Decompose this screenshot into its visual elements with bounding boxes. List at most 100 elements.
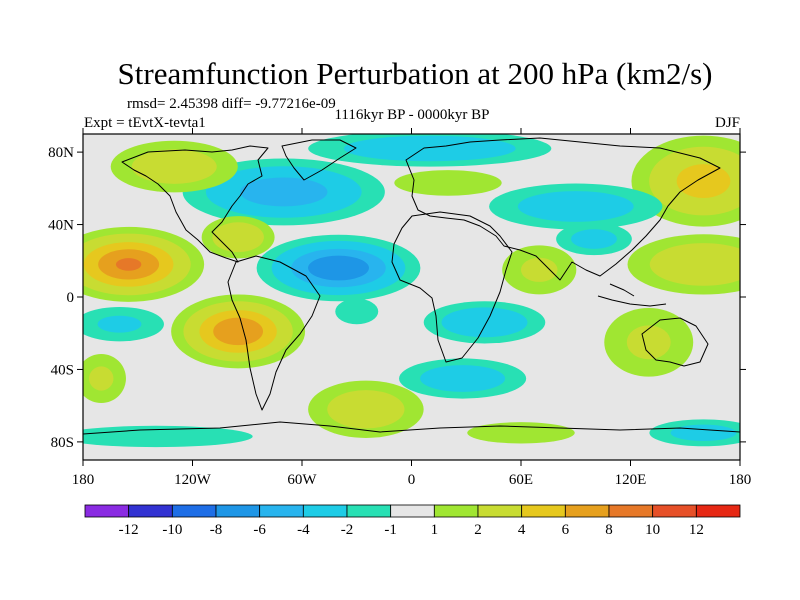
contour-band xyxy=(335,298,379,325)
anomaly-16 xyxy=(83,307,164,342)
colorbar-swatch xyxy=(302,504,348,518)
colorbar-swatch xyxy=(564,504,610,518)
x-tick-label: 60W xyxy=(287,472,317,488)
colorbar-swatch xyxy=(171,504,217,518)
contour-band xyxy=(327,390,405,429)
contour-band xyxy=(570,229,618,249)
colorbar-label: 6 xyxy=(562,522,570,538)
coastline-australia xyxy=(641,317,709,367)
colorbar-swatch xyxy=(695,504,741,518)
x-tick-label: 120E xyxy=(615,472,647,488)
contour-band xyxy=(394,170,502,196)
map-axes: 180 120W 60W 0 60E 120E 180 80N 40N 0 40S 80S xyxy=(48,128,751,488)
contour-band xyxy=(676,164,731,199)
y-tick-label: 80S xyxy=(51,435,74,451)
anomaly-4 xyxy=(201,216,275,259)
colorbar-label: 2 xyxy=(474,522,482,538)
colorbar-label: -10 xyxy=(162,522,182,538)
contour-band xyxy=(626,325,671,360)
contour-band xyxy=(308,255,369,281)
coastline-antarctica xyxy=(83,421,740,435)
colorbar-swatch xyxy=(346,504,392,518)
anomaly-17 xyxy=(83,353,126,404)
contour-band xyxy=(240,177,328,207)
anomaly-10 xyxy=(627,234,740,295)
chart-title: Streamfunction Perturbation at 200 hPa (… xyxy=(118,56,713,91)
colorbar-swatch xyxy=(521,504,566,518)
colorbar-label: 10 xyxy=(645,522,660,538)
anomaly-8 xyxy=(308,134,552,167)
x-tick-label: 60E xyxy=(509,472,533,488)
anomaly-14 xyxy=(399,358,527,399)
y-tick-label: 0 xyxy=(67,290,75,306)
colorbar-label: -8 xyxy=(210,522,223,538)
experiment-label: Expt = tEvtX-tevta1 xyxy=(84,115,206,131)
colorbar-label: -2 xyxy=(341,522,354,538)
contour-band xyxy=(649,243,740,286)
contour-field xyxy=(83,134,740,448)
colorbar-label: 12 xyxy=(689,522,704,538)
coastline-indonesia xyxy=(597,283,667,307)
colorbar: -12 -10 -8 -6 -4 -2 -1 1 2 4 6 8 10 12 xyxy=(84,504,741,538)
contour-band xyxy=(520,257,558,282)
contour-band xyxy=(517,191,634,222)
colorbar-swatch xyxy=(390,504,435,518)
colorbar-label: 8 xyxy=(605,522,613,538)
colorbar-swatch xyxy=(215,504,261,518)
colorbar-label: -1 xyxy=(384,522,397,538)
y-tick-label: 40S xyxy=(51,362,74,378)
coastline-greenland xyxy=(281,139,357,181)
coastline-africa xyxy=(391,211,513,363)
contour-band xyxy=(115,258,142,271)
anomaly-12 xyxy=(556,222,632,256)
x-tick-label: 180 xyxy=(729,472,752,488)
colorbar-label: -12 xyxy=(119,522,139,538)
contour-band xyxy=(343,135,516,162)
anomaly-7 xyxy=(394,170,502,196)
y-tick-label: 40N xyxy=(48,218,74,234)
x-tick-label: 180 xyxy=(72,472,95,488)
anomaly-0 xyxy=(83,226,205,302)
anomaly-18 xyxy=(308,380,424,438)
period-label: 1116kyr BP - 0000kyr BP xyxy=(334,107,489,123)
anomaly-11 xyxy=(502,245,577,295)
contour-band xyxy=(441,307,528,338)
colorbar-swatch xyxy=(608,504,654,518)
stats-label: rmsd= 2.45398 diff= -9.77216e-09 xyxy=(127,96,336,112)
anomaly-9 xyxy=(489,183,663,230)
anomaly-1 xyxy=(171,294,306,369)
contour-band xyxy=(212,222,264,253)
colorbar-label: 1 xyxy=(431,522,439,538)
colorbar-swatch xyxy=(84,504,130,518)
contour-band xyxy=(89,366,114,391)
map-panel xyxy=(82,133,741,461)
colorbar-swatch xyxy=(652,504,697,518)
coastline-eurasia xyxy=(405,137,721,281)
colorbar-swatch xyxy=(259,504,304,518)
contour-band xyxy=(420,365,506,392)
contour-band xyxy=(83,425,253,448)
coastline-south-america xyxy=(227,255,321,411)
colorbar-swatch xyxy=(128,504,173,518)
colorbar-swatch xyxy=(433,504,479,518)
contour-band xyxy=(131,149,217,184)
anomaly-15 xyxy=(335,298,379,325)
colorbar-label: 4 xyxy=(518,522,526,538)
x-tick-label: 0 xyxy=(408,472,416,488)
coastlines xyxy=(83,137,740,435)
anomaly-13 xyxy=(423,301,546,344)
colorbar-swatch xyxy=(477,504,523,518)
anomaly-20 xyxy=(604,307,694,377)
coastline-north-america xyxy=(121,145,269,263)
contour-band xyxy=(213,317,264,346)
x-tick-label: 120W xyxy=(174,472,212,488)
season-label: DJF xyxy=(715,115,740,131)
anomaly-22 xyxy=(467,422,575,444)
contour-band xyxy=(670,424,737,441)
contour-band xyxy=(467,422,575,444)
contour-band xyxy=(97,315,142,333)
y-tick-label: 80N xyxy=(48,145,74,161)
colorbar-label: -6 xyxy=(253,522,266,538)
anomaly-19 xyxy=(83,425,253,448)
